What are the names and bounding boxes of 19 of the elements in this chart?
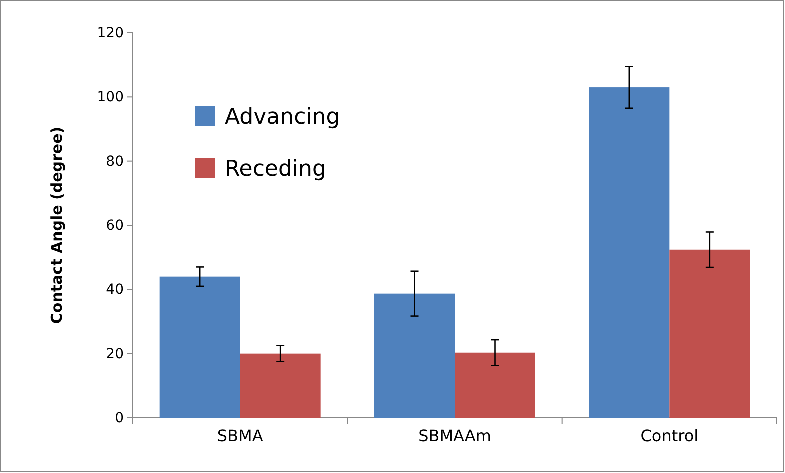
x-tick-label: Control [640, 426, 699, 446]
bar [589, 88, 670, 418]
bar [374, 294, 455, 418]
x-tick-label: SBMA [217, 426, 264, 446]
bar [670, 250, 750, 418]
bar [240, 354, 321, 418]
y-tick-label: 100 [97, 90, 124, 106]
bar [160, 276, 240, 418]
x-tick-label: SBMAAm [418, 426, 492, 446]
y-tick-label: 0 [115, 410, 124, 426]
y-tick-label: 60 [106, 218, 124, 234]
legend-label: Advancing [225, 105, 340, 130]
y-axis-title: Contact Angle (degree) [48, 126, 66, 324]
y-tick-label: 120 [97, 25, 124, 42]
y-tick-label: 80 [106, 154, 124, 170]
legend-label: Receding [225, 157, 326, 182]
bar [455, 352, 536, 418]
y-tick-label: 40 [106, 282, 124, 298]
y-tick-label: 20 [106, 346, 124, 362]
